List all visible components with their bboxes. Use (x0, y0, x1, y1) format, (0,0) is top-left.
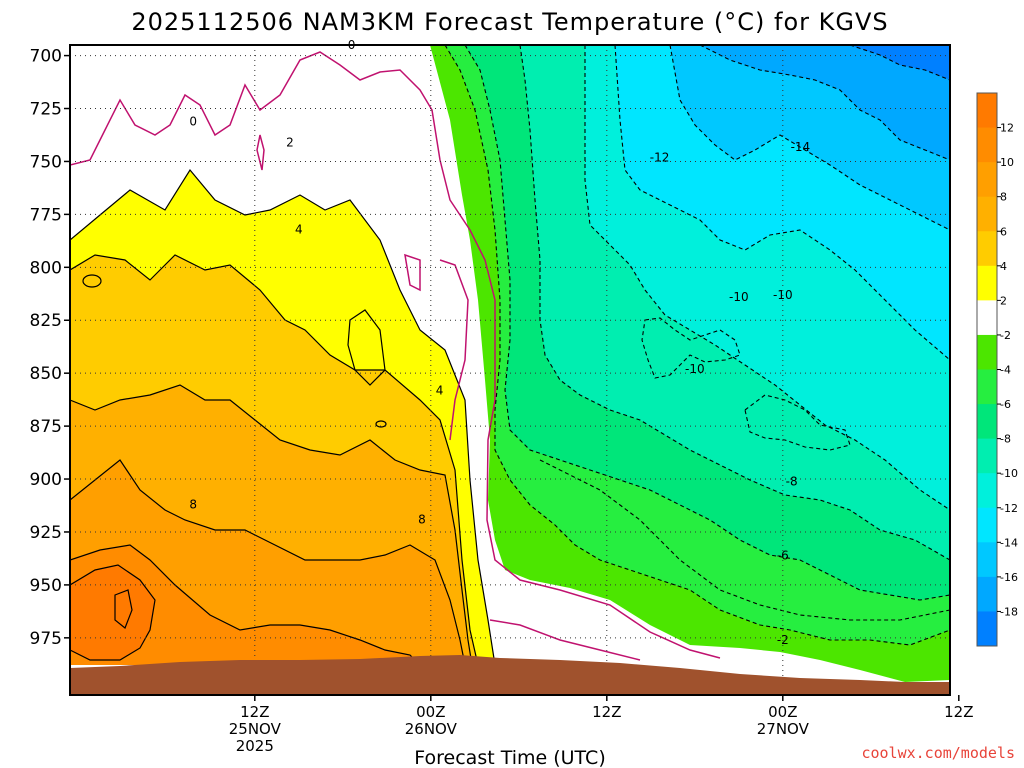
colorbar-bin (977, 127, 997, 163)
y-tick-label: 850 (30, 364, 62, 384)
colorbar: 12 10 8 6 4 2 -2 -4 -6 -8 -10 -12 -14 -16 -18 (976, 92, 1018, 647)
plot-frame (69, 44, 951, 696)
colorbar-bin (977, 507, 997, 543)
y-tick-label: 750 (30, 152, 62, 172)
colorbar-label: -18 (1000, 605, 1018, 618)
zero-contours (70, 51, 721, 661)
colorbar-label: -2 (1000, 329, 1011, 342)
colorbar-bin (977, 300, 997, 336)
x-axis-title: Forecast Time (UTC) (414, 747, 605, 768)
warm-contours (70, 168, 496, 666)
colorbar-label: -14 (1000, 536, 1018, 549)
terrain (70, 655, 950, 695)
colorbar-bin (977, 196, 997, 232)
y-tick-label: 950 (30, 576, 62, 596)
cold-contours (444, 45, 950, 646)
colorbar-bin (977, 438, 997, 474)
x-tick-label: 26NOV (405, 720, 458, 738)
contour-label: -6 (777, 548, 789, 562)
fill-10-12 (70, 545, 420, 665)
colorbar-bin (977, 542, 997, 578)
y-tick-label: 825 (30, 311, 62, 331)
contour-label: -10 (685, 362, 705, 376)
colorbar-bin (977, 93, 997, 129)
colorbar-label: -8 (1000, 433, 1011, 446)
contour-label: -14 (791, 140, 811, 154)
contour-label: 0 (189, 114, 197, 128)
colorbar-bin (977, 611, 997, 647)
colorbar-bin (977, 576, 997, 612)
contour-label: -8 (786, 474, 798, 488)
contour-label: 4 (295, 222, 303, 236)
x-tick-label: 12Z (592, 703, 621, 721)
y-axis: 700 725 750 775 800 825 850 875 900 925 950 975 (30, 47, 70, 649)
colorbar-label: -16 (1000, 571, 1018, 584)
x-tick-label: 00Z (416, 703, 445, 721)
colorbar-label: 4 (1000, 260, 1007, 273)
contour-label: -10 (729, 290, 749, 304)
colorbar-bin (977, 404, 997, 440)
fill-minus18-minus20 (850, 45, 950, 80)
colorbar-label: 12 (1000, 122, 1014, 135)
x-tick-label: 12Z (944, 703, 973, 721)
x-tick-label: 00Z (768, 703, 797, 721)
contour-label: -2 (777, 633, 789, 647)
y-tick-label: 700 (30, 47, 62, 67)
colorbar-label: 10 (1000, 156, 1014, 169)
credit-text: coolwx.com/models (861, 744, 1015, 762)
colorbar-label: 8 (1000, 191, 1007, 204)
colorbar-label: 6 (1000, 225, 1007, 238)
colorbar-bin (977, 334, 997, 370)
y-tick-label: 725 (30, 100, 62, 120)
fill-12-14 (70, 565, 155, 660)
x-tick-label: 25NOV (229, 720, 282, 738)
colorbar-bin (977, 369, 997, 405)
colorbar-bin (977, 265, 997, 301)
y-tick-label: 875 (30, 417, 62, 437)
x-tick-label: 12Z (240, 703, 269, 721)
contour-label: -10 (773, 288, 793, 302)
contour-label: 8 (189, 498, 197, 512)
colorbar-label: -4 (1000, 364, 1011, 377)
contour-label: 2 (286, 136, 294, 150)
y-tick-label: 925 (30, 523, 62, 543)
colorbar-label: -12 (1000, 502, 1018, 515)
x-tick-label: 27NOV (757, 720, 810, 738)
colorbar-bin (977, 231, 997, 267)
chart-title: 2025112506 NAM3KM Forecast Temperature (… (131, 8, 888, 36)
colorbar-bin (977, 473, 997, 509)
contour-label: -12 (650, 150, 670, 164)
colorbar-bin (977, 162, 997, 198)
y-tick-label: 900 (30, 470, 62, 490)
contour-label: 8 (418, 513, 426, 527)
contour-label: 4 (436, 383, 444, 397)
colorbar-label: 2 (1000, 294, 1007, 307)
y-tick-label: 800 (30, 258, 62, 278)
colorbar-label: -6 (1000, 398, 1011, 411)
x-tick-label: 2025 (236, 737, 274, 755)
plot-fills (70, 45, 950, 695)
fill-minus16-minus18 (700, 45, 950, 160)
colorbar-label: -10 (1000, 467, 1018, 480)
y-tick-label: 775 (30, 205, 62, 225)
y-tick-label: 975 (30, 629, 62, 649)
gridlines (70, 45, 950, 695)
